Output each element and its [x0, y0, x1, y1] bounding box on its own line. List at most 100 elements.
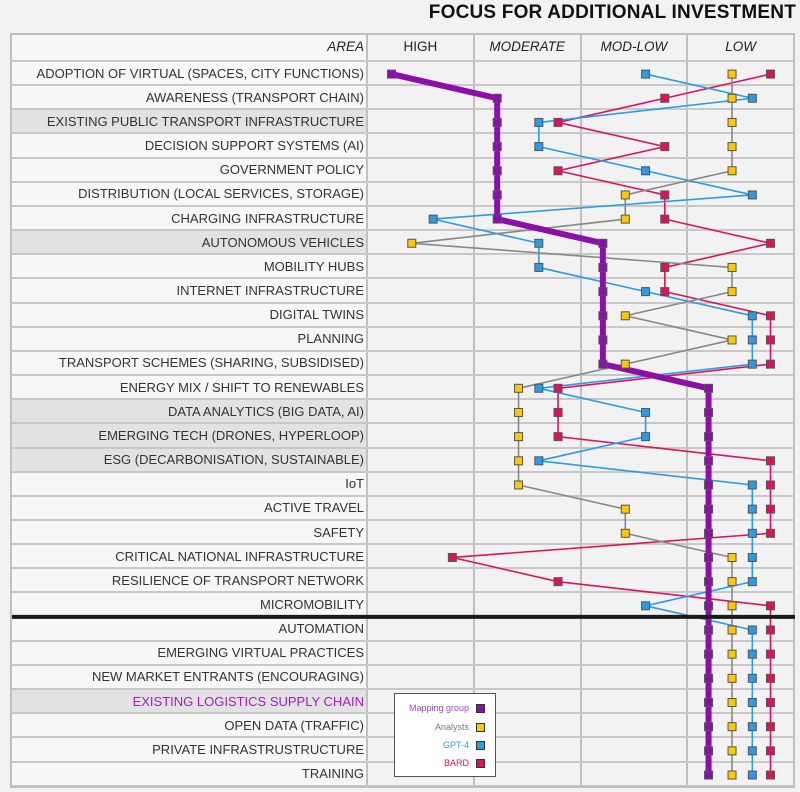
- data-point-mapping-group: [704, 383, 714, 393]
- level-cell: [475, 690, 582, 713]
- area-label: EXISTING PUBLIC TRANSPORT INFRASTRUCTURE: [10, 110, 368, 133]
- area-label: PLANNING: [10, 327, 368, 350]
- level-cell: [475, 231, 582, 254]
- level-cell: [475, 255, 582, 278]
- area-row: MOBILITY HUBS: [10, 255, 795, 280]
- legend-item-bard: BARD: [444, 758, 485, 768]
- data-point-analysts: [727, 746, 737, 756]
- data-point-bard: [765, 311, 775, 321]
- data-point-analysts: [620, 528, 630, 538]
- level-cell: [582, 569, 689, 592]
- level-cell: [368, 424, 475, 447]
- area-row: CHARGING INFRASTRUCTURE: [10, 206, 795, 232]
- area-label: AUTONOMOUS VEHICLES: [10, 231, 368, 254]
- area-label: DATA ANALYTICS (BIG DATA, AI): [10, 400, 368, 423]
- data-point-mapping-group: [704, 673, 714, 683]
- level-cell: [582, 738, 689, 761]
- area-label: AUTOMATION: [10, 617, 368, 640]
- data-point-analysts: [727, 69, 737, 79]
- level-cell: [582, 665, 689, 689]
- area-label: EXISTING LOGISTICS SUPPLY CHAIN: [10, 690, 368, 713]
- area-label: CRITICAL NATIONAL INFRASTRUCTURE: [10, 545, 368, 568]
- level-cell: [475, 569, 582, 592]
- area-row: AUTONOMOUS VEHICLES: [10, 231, 795, 256]
- data-point-gpt-4: [747, 528, 757, 538]
- chart-title: FOCUS FOR ADDITIONAL INVESTMENT: [428, 2, 796, 23]
- level-cell: [475, 762, 582, 785]
- legend-item-gpt4: GPT-4: [443, 740, 485, 750]
- level-cell: [475, 86, 582, 109]
- level-cell: [475, 110, 582, 133]
- data-point-gpt-4: [428, 214, 438, 224]
- level-cell: [582, 520, 689, 544]
- legend-swatch-icon: [476, 740, 485, 750]
- area-row: INTERNET INFRASTRUCTURE: [10, 279, 795, 304]
- level-cell: [582, 231, 689, 254]
- area-label: NEW MARKET ENTRANTS (ENCOURAGING): [10, 665, 368, 689]
- level-cell: [582, 255, 689, 278]
- data-point-mapping-group: [598, 262, 608, 272]
- area-label: IoT: [10, 472, 368, 495]
- level-cell: [475, 617, 582, 640]
- data-point-bard: [660, 93, 670, 103]
- area-row: CRITICAL NATIONAL INFRASTRUCTURE: [10, 545, 795, 570]
- area-label: SAFETY: [10, 520, 368, 544]
- level-cell: [582, 400, 689, 423]
- level-header-mod-low: MOD-LOW: [582, 33, 689, 60]
- level-cell: [368, 86, 475, 109]
- data-point-bard: [765, 335, 775, 345]
- data-point-gpt-4: [641, 601, 651, 611]
- data-point-gpt-4: [747, 649, 757, 659]
- data-point-bard: [553, 166, 563, 176]
- level-cell: [582, 714, 689, 737]
- data-point-bard: [765, 625, 775, 635]
- data-point-bard: [553, 383, 563, 393]
- data-point-gpt-4: [747, 746, 757, 756]
- data-point-bard: [765, 528, 775, 538]
- level-cell: [582, 496, 689, 519]
- data-point-mapping-group: [492, 190, 502, 200]
- data-point-gpt-4: [534, 142, 544, 152]
- area-label: DIGITAL TWINS: [10, 303, 368, 326]
- data-point-gpt-4: [534, 262, 544, 272]
- data-point-analysts: [727, 166, 737, 176]
- area-row: EMERGING TECH (DRONES, HYPERLOOP): [10, 424, 795, 449]
- data-point-mapping-group: [387, 69, 397, 79]
- legend-label: Mapping group: [408, 703, 469, 713]
- level-cell: [368, 520, 475, 544]
- data-point-gpt-4: [534, 117, 544, 127]
- area-row: ADOPTION OF VIRTUAL (SPACES, CITY FUNCTI…: [10, 62, 795, 87]
- data-point-bard: [765, 359, 775, 369]
- level-cell: [368, 255, 475, 278]
- area-label: ENERGY MIX / SHIFT TO RENEWABLES: [10, 376, 368, 399]
- level-cell: [582, 762, 689, 785]
- data-point-mapping-group: [492, 93, 502, 103]
- area-label: ACTIVE TRAVEL: [10, 496, 368, 519]
- data-point-bard: [660, 214, 670, 224]
- level-cell: [368, 279, 475, 302]
- area-label: INTERNET INFRASTRUCTURE: [10, 279, 368, 302]
- level-header-moderate: MODERATE: [475, 33, 582, 60]
- data-point-bard: [765, 698, 775, 708]
- data-point-mapping-group: [704, 698, 714, 708]
- data-point-mapping-group: [492, 166, 502, 176]
- area-row: EMERGING VIRTUAL PRACTICES: [10, 641, 795, 666]
- area-row: GOVERNMENT POLICY: [10, 158, 795, 183]
- area-row: ACTIVE TRAVEL: [10, 496, 795, 521]
- level-cell: [368, 110, 475, 133]
- data-point-bard: [660, 262, 670, 272]
- data-point-bard: [765, 770, 775, 780]
- data-point-analysts: [727, 601, 737, 611]
- legend-swatch-icon: [476, 703, 485, 713]
- level-cell: [475, 206, 582, 230]
- data-point-mapping-group: [704, 504, 714, 514]
- data-point-mapping-group: [704, 722, 714, 732]
- data-point-mapping-group: [598, 311, 608, 321]
- data-point-analysts: [514, 407, 524, 417]
- data-point-mapping-group: [704, 432, 714, 442]
- level-cell: [475, 520, 582, 544]
- legend-label: GPT-4: [442, 740, 469, 750]
- level-cell: [475, 279, 582, 302]
- level-cell: [582, 327, 689, 350]
- data-point-bard: [660, 287, 670, 297]
